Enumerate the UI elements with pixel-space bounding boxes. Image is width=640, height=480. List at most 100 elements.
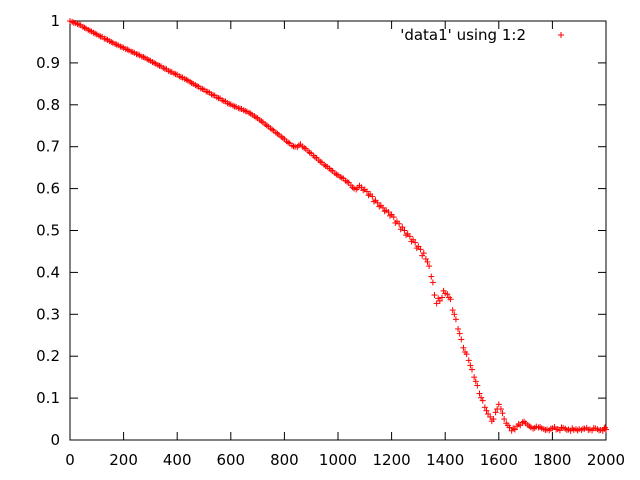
data-point — [76, 21, 83, 28]
y-tick-label: 0.5 — [36, 222, 60, 240]
data-point — [396, 220, 403, 227]
data-point — [172, 71, 179, 78]
data-point — [526, 423, 533, 430]
legend-label: 'data1' using 1:2 — [400, 26, 526, 44]
data-point — [167, 68, 174, 75]
data-point — [108, 38, 115, 45]
data-point — [520, 418, 527, 425]
data-point — [469, 366, 475, 373]
x-tick-label: 1200 — [373, 451, 411, 469]
data-point — [438, 294, 445, 301]
data-point — [397, 226, 404, 233]
data-point — [474, 382, 481, 389]
data-point — [385, 209, 392, 216]
data-point — [412, 239, 419, 246]
data-point — [338, 174, 345, 181]
data-point — [92, 30, 99, 37]
data-point — [322, 162, 329, 169]
data-point — [374, 199, 381, 206]
data-point — [236, 105, 243, 112]
data-points — [67, 18, 609, 434]
data-point — [467, 362, 474, 369]
data-point — [199, 85, 206, 92]
data-point — [226, 100, 233, 107]
data-point — [408, 238, 415, 245]
data-point — [231, 103, 238, 110]
data-point — [188, 80, 195, 87]
data-point — [449, 307, 456, 314]
data-point — [537, 424, 544, 431]
data-point — [495, 401, 502, 408]
data-point — [349, 184, 356, 191]
data-point — [306, 149, 313, 156]
y-tick-label: 0.2 — [36, 347, 60, 365]
data-point — [426, 263, 433, 270]
data-point — [542, 426, 549, 433]
data-point — [424, 258, 431, 265]
data-point — [452, 316, 459, 323]
y-tick-label: 0.6 — [36, 180, 60, 198]
x-tick-label: 1000 — [319, 451, 357, 469]
data-point — [301, 144, 308, 151]
data-point — [460, 344, 467, 351]
data-point — [458, 336, 465, 343]
data-point — [419, 252, 426, 259]
data-point — [204, 88, 211, 95]
data-point — [386, 212, 393, 219]
data-point — [401, 227, 408, 234]
data-point — [487, 413, 494, 420]
data-point — [455, 325, 462, 332]
y-tick-label: 0.8 — [36, 96, 60, 114]
data-point — [433, 300, 440, 307]
x-tick-label: 800 — [270, 451, 299, 469]
data-point — [177, 74, 184, 81]
data-point — [129, 49, 136, 56]
x-tick-label: 200 — [109, 451, 138, 469]
data-point — [601, 424, 608, 431]
data-point — [501, 416, 508, 423]
y-tick-label: 0.3 — [36, 305, 60, 323]
data-point — [381, 208, 388, 215]
data-point — [553, 426, 560, 433]
data-point — [311, 154, 318, 161]
legend: 'data1' using 1:2 — [400, 26, 564, 44]
data-point — [317, 158, 324, 165]
data-point — [156, 62, 163, 69]
x-tick-label: 2000 — [587, 451, 625, 469]
data-point — [413, 245, 420, 252]
data-point — [444, 291, 451, 298]
y-tick-label: 0 — [50, 431, 60, 449]
data-point — [258, 118, 265, 125]
y-tick-label: 0.4 — [36, 263, 60, 281]
data-point — [590, 425, 597, 432]
data-point — [392, 219, 399, 226]
data-point — [462, 349, 469, 356]
data-point — [488, 418, 495, 425]
data-point — [472, 378, 479, 385]
data-point — [369, 193, 376, 200]
data-point — [417, 246, 424, 253]
data-point — [81, 24, 88, 31]
x-tick-label: 600 — [216, 451, 245, 469]
x-tick-label: 1600 — [480, 451, 518, 469]
data-point — [481, 404, 488, 411]
data-point — [440, 287, 447, 294]
data-point — [363, 188, 370, 195]
data-point — [328, 167, 335, 174]
data-point — [483, 407, 490, 414]
data-point — [118, 43, 125, 50]
data-point — [445, 294, 452, 301]
x-tick-label: 0 — [65, 451, 75, 469]
data-point — [574, 427, 581, 434]
data-point — [451, 311, 458, 318]
y-tick-label: 0.9 — [36, 54, 60, 72]
data-point — [390, 214, 397, 221]
data-point — [547, 425, 554, 432]
data-point — [515, 421, 522, 428]
data-point — [220, 98, 227, 105]
data-point — [252, 114, 259, 121]
plot-border — [69, 20, 607, 441]
x-tick-label: 400 — [163, 451, 192, 469]
data-point — [135, 51, 142, 58]
